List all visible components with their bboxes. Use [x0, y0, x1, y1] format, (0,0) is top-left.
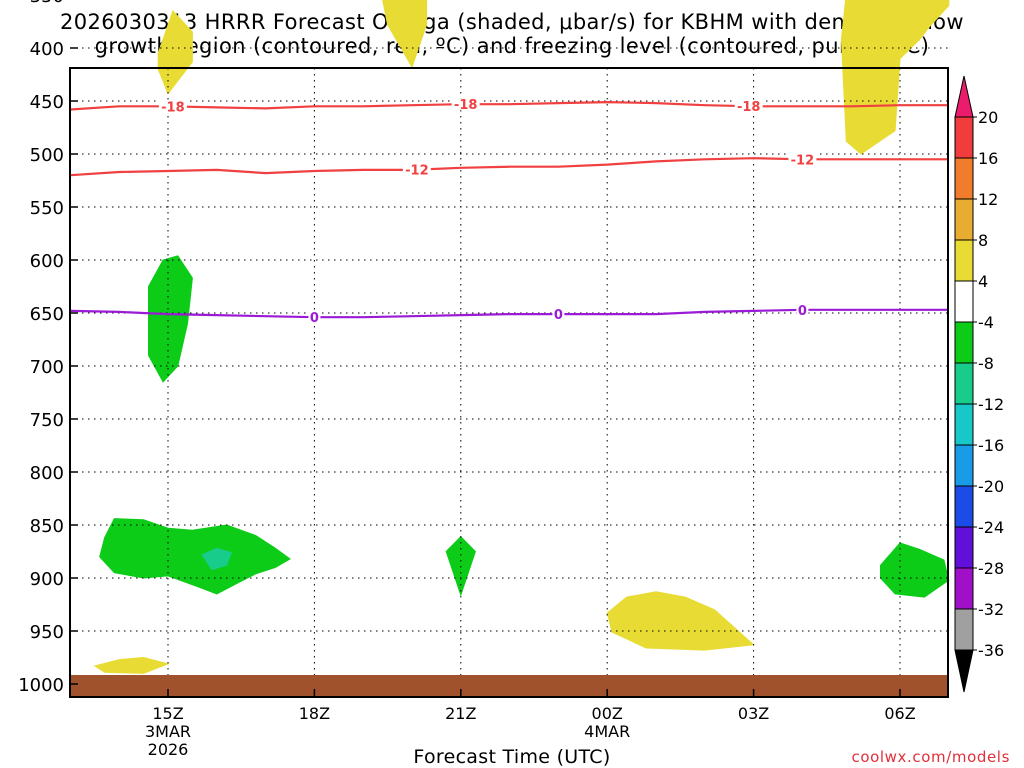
y-tick-label: 900 — [30, 569, 64, 590]
colorbar-swatch — [954, 526, 974, 569]
colorbar-layer: 20 16 12 8 4 -4 -8 -12 -16 -20 -24 -28 -32 -36 — [954, 75, 1004, 693]
contour-label: 0 — [798, 304, 807, 319]
y-tick-label: 850 — [30, 516, 64, 537]
contour-label-background — [451, 98, 480, 111]
colorbar-swatch — [954, 567, 974, 610]
colorbar-swatch — [954, 608, 974, 651]
colorbar-top-arrow — [954, 75, 974, 118]
omega-shaded-region — [201, 547, 233, 571]
colorbar-label: 20 — [978, 108, 998, 127]
colorbar-label: -24 — [978, 518, 1004, 537]
gridlines-layer — [70, 47, 948, 675]
contour-line — [70, 100, 949, 111]
omega-shaded-region — [606, 591, 755, 651]
y-axis-layer: 2503003504004505005506006507007508008509… — [18, 0, 78, 696]
colorbar-bottom-arrow — [954, 649, 974, 693]
colorbar-label: -16 — [978, 436, 1004, 455]
x-tick-date-label: 4MAR — [584, 722, 630, 741]
y-tick-label: 700 — [30, 357, 64, 378]
colorbar-swatch — [954, 157, 974, 200]
y-tick-label: 350 — [30, 0, 64, 7]
chart-title-line-1: 2026030313 HRRR Forecast Omega (shaded, … — [59, 10, 965, 34]
shaded-regions-layer — [93, 0, 950, 674]
x-tick-date-label: 3MAR — [145, 722, 191, 741]
colorbar-label: -12 — [978, 395, 1004, 414]
contour-label: -18 — [454, 98, 478, 113]
omega-shaded-region — [880, 542, 950, 598]
colorbar-swatch — [954, 198, 974, 241]
x-tick-year-label: 2026 — [148, 740, 189, 759]
y-tick-label: 950 — [30, 622, 64, 643]
contour-line — [70, 157, 949, 177]
x-tick-label: 06Z — [884, 704, 915, 723]
contour-label-background — [308, 311, 321, 324]
contour-label-background — [734, 100, 763, 113]
colorbar-swatch — [954, 485, 974, 528]
plot-frame-layer — [69, 67, 949, 698]
x-tick-label: 21Z — [445, 704, 476, 723]
colorbar-swatch — [954, 280, 974, 323]
colorbar-swatch — [954, 321, 974, 364]
x-tick-label: 00Z — [592, 704, 623, 723]
omega-shaded-region — [93, 656, 170, 674]
source-credit: coolwx.com/models — [851, 748, 1010, 766]
contour-label: -12 — [405, 164, 429, 179]
colorbar-swatch — [954, 239, 974, 282]
contour-label-background — [788, 153, 817, 166]
contour-label: 0 — [554, 308, 563, 323]
colorbar-label: -8 — [978, 354, 994, 373]
y-tick-label: 450 — [30, 92, 64, 113]
contour-label: -12 — [791, 153, 815, 168]
contour-label-background — [796, 303, 809, 316]
x-tick-label: 03Z — [738, 704, 769, 723]
colorbar-label: -28 — [978, 559, 1004, 578]
colorbar-swatch — [954, 116, 974, 159]
x-tick-label: 18Z — [299, 704, 330, 723]
colorbar-swatch — [954, 444, 974, 487]
colorbar-label: -4 — [978, 313, 994, 332]
y-tick-label: 600 — [30, 251, 64, 272]
y-tick-label: 1000 — [18, 675, 64, 696]
y-tick-label: 500 — [30, 145, 64, 166]
omega-shaded-region — [840, 0, 950, 155]
ground-layer — [70, 675, 948, 697]
y-tick-label: 750 — [30, 410, 64, 431]
x-axis-title: Forecast Time (UTC) — [413, 746, 611, 768]
y-tick-label: 800 — [30, 463, 64, 484]
contour-label-background — [402, 163, 431, 176]
y-tick-label: 400 — [30, 39, 64, 60]
colorbar-label: 4 — [978, 272, 988, 291]
contour-label-background — [158, 100, 187, 113]
colorbar-label: -20 — [978, 477, 1004, 496]
y-tick-label: 550 — [30, 198, 64, 219]
omega-shaded-region — [157, 9, 193, 95]
contours-layer: -18 -18 -18 -12 -12 0 0 0 — [70, 98, 949, 326]
omega-shaded-region — [445, 535, 476, 597]
contour-label-background — [552, 308, 565, 321]
x-tick-label: 15Z — [152, 704, 183, 723]
contour-label: -18 — [737, 100, 761, 115]
colorbar-label: -36 — [978, 641, 1004, 660]
contour-label: -18 — [161, 100, 185, 115]
y-tick-label: 650 — [30, 304, 64, 325]
colorbar-label: 16 — [978, 149, 998, 168]
ground-below-surface — [70, 675, 948, 697]
omega-shaded-region — [99, 518, 291, 595]
colorbar-swatch — [954, 362, 974, 405]
contour-label: 0 — [310, 311, 319, 326]
colorbar-label: 8 — [978, 231, 988, 250]
plot-frame — [69, 67, 949, 698]
colorbar-label: -32 — [978, 600, 1004, 619]
colorbar-swatch — [954, 403, 974, 446]
chart-title-line-2: growth region (contoured, red, ºC) and f… — [94, 34, 930, 58]
colorbar-label: 12 — [978, 190, 998, 209]
omega-shaded-region — [148, 255, 193, 383]
omega-shaded-region — [382, 0, 428, 69]
